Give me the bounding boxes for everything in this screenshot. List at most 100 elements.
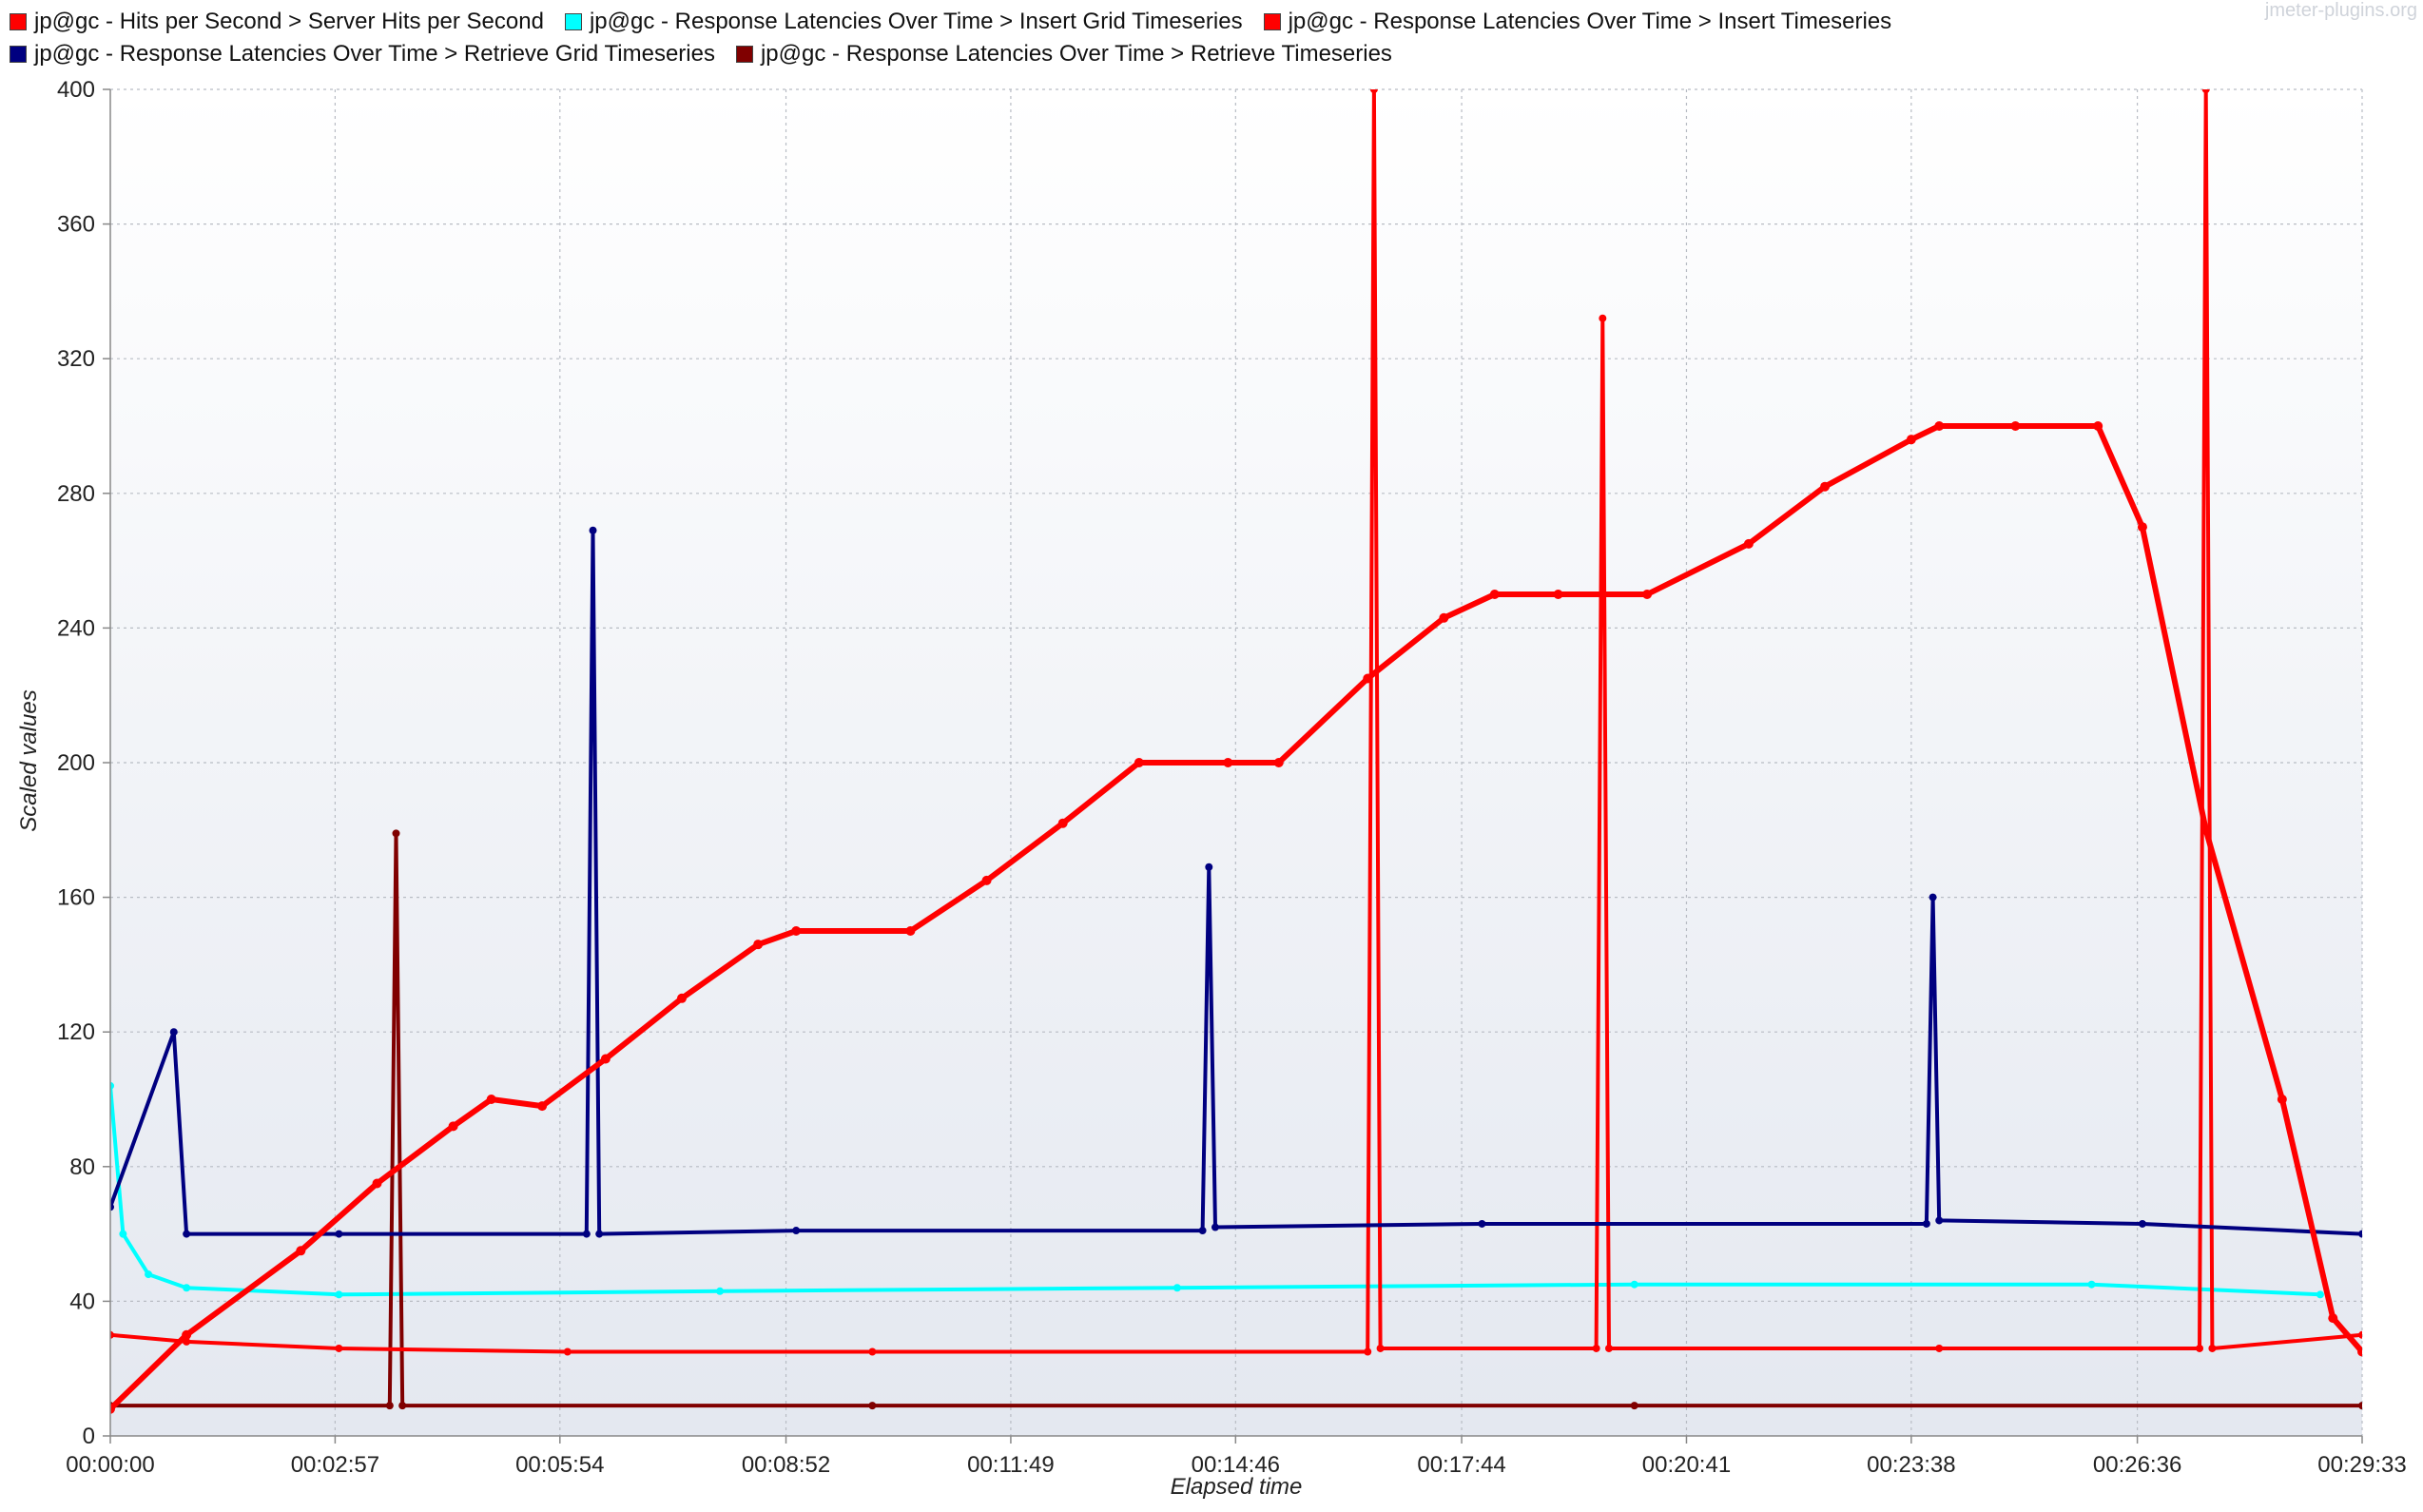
y-tick-label: 40 bbox=[69, 1289, 95, 1314]
series-line bbox=[110, 89, 2362, 1354]
legend-label: jp@gc - Response Latencies Over Time > R… bbox=[760, 41, 1392, 67]
x-tick-label: 00:29:33 bbox=[2317, 1452, 2406, 1478]
legend-label: jp@gc - Response Latencies Over Time > I… bbox=[1288, 9, 1892, 34]
data-point bbox=[2358, 1230, 2362, 1238]
x-tick-label: 00:11:49 bbox=[967, 1452, 1055, 1478]
legend-row-2: jp@gc - Response Latencies Over Time > R… bbox=[10, 38, 2387, 70]
data-point bbox=[600, 1054, 611, 1064]
data-point bbox=[448, 1121, 458, 1132]
legend-item: jp@gc - Response Latencies Over Time > I… bbox=[1263, 9, 1892, 35]
data-point bbox=[563, 1347, 572, 1356]
legend-row-1: jp@gc - Hits per Second > Server Hits pe… bbox=[10, 6, 2387, 38]
data-point bbox=[2087, 1280, 2096, 1289]
data-point bbox=[981, 875, 992, 885]
data-point bbox=[1273, 758, 1284, 767]
data-point bbox=[792, 1227, 801, 1235]
data-point bbox=[398, 1402, 407, 1410]
y-tick-label: 160 bbox=[57, 885, 95, 911]
data-point bbox=[595, 1230, 604, 1238]
data-point bbox=[2316, 1290, 2324, 1299]
legend-swatch bbox=[564, 13, 582, 30]
data-point bbox=[110, 1404, 115, 1414]
data-point bbox=[2200, 824, 2211, 835]
data-point bbox=[1630, 1280, 1638, 1289]
data-point bbox=[183, 1230, 191, 1238]
legend-swatch bbox=[10, 13, 27, 30]
x-axis-title: Elapsed time bbox=[1171, 1474, 1303, 1500]
data-point bbox=[868, 1347, 877, 1356]
data-point bbox=[335, 1230, 343, 1238]
legend-swatch bbox=[10, 46, 27, 63]
data-point bbox=[486, 1095, 496, 1104]
legend-label: jp@gc - Hits per Second > Server Hits pe… bbox=[34, 9, 544, 34]
x-tick-label: 00:00:00 bbox=[66, 1452, 154, 1478]
data-point bbox=[2137, 522, 2147, 533]
data-point bbox=[582, 1230, 591, 1238]
x-tick-label: 00:02:57 bbox=[291, 1452, 379, 1478]
data-point bbox=[110, 1081, 114, 1090]
data-point bbox=[1173, 1284, 1181, 1292]
series-line bbox=[110, 1083, 2322, 1297]
data-point bbox=[1478, 1219, 1486, 1228]
x-tick-label: 00:17:44 bbox=[1417, 1452, 1505, 1478]
data-point bbox=[1922, 1219, 1930, 1228]
data-point bbox=[716, 1287, 725, 1295]
y-tick-label: 80 bbox=[69, 1154, 95, 1180]
data-point bbox=[1599, 314, 1607, 322]
data-point bbox=[905, 926, 916, 936]
data-point bbox=[1630, 1402, 1638, 1410]
legend-label: jp@gc - Response Latencies Over Time > R… bbox=[34, 41, 715, 67]
data-point bbox=[296, 1246, 306, 1256]
data-point bbox=[2010, 421, 2021, 431]
y-tick-label: 320 bbox=[57, 346, 95, 372]
y-tick-label: 400 bbox=[57, 77, 95, 103]
x-tick-label: 00:14:46 bbox=[1192, 1452, 1280, 1478]
x-tick-label: 00:26:36 bbox=[2093, 1452, 2181, 1478]
data-point bbox=[335, 1344, 343, 1352]
data-point bbox=[537, 1101, 548, 1112]
legend-item: jp@gc - Response Latencies Over Time > I… bbox=[564, 9, 1243, 35]
data-point bbox=[2358, 1402, 2362, 1410]
data-point bbox=[2093, 421, 2103, 431]
watermark: jmeter-plugins.org bbox=[2264, 0, 2417, 21]
tick-labels: 0 40 80 120 160 200 240 280 320 360 400 00:00:00 00:… bbox=[57, 77, 2407, 1478]
legend: jp@gc - Hits per Second > Server Hits pe… bbox=[10, 6, 2387, 70]
data-point bbox=[868, 1402, 877, 1410]
legend-item: jp@gc - Hits per Second > Server Hits pe… bbox=[10, 9, 544, 35]
y-tick-label: 120 bbox=[57, 1019, 95, 1045]
x-tick-label: 00:08:52 bbox=[742, 1452, 830, 1478]
data-point bbox=[1935, 1216, 1944, 1225]
data-point bbox=[385, 1402, 394, 1410]
y-tick-label: 240 bbox=[57, 615, 95, 641]
data-point bbox=[335, 1290, 343, 1299]
data-point bbox=[1743, 538, 1754, 549]
data-point bbox=[589, 526, 597, 534]
data-point bbox=[2208, 1344, 2217, 1352]
legend-item: jp@gc - Response Latencies Over Time > R… bbox=[10, 41, 715, 68]
y-tick-label: 0 bbox=[83, 1424, 95, 1449]
data-point bbox=[1223, 758, 1233, 767]
data-point bbox=[1211, 1223, 1219, 1231]
data-point bbox=[2196, 1344, 2204, 1352]
x-tick-label: 00:20:41 bbox=[1642, 1452, 1731, 1478]
data-point bbox=[677, 993, 688, 1003]
series-layer bbox=[110, 89, 2362, 1414]
data-point bbox=[392, 829, 400, 838]
data-point bbox=[1820, 481, 1831, 492]
y-tick-label: 200 bbox=[57, 750, 95, 776]
data-point bbox=[1929, 893, 1937, 901]
data-point bbox=[1489, 590, 1500, 599]
data-point bbox=[1553, 590, 1563, 599]
y-tick-label: 360 bbox=[57, 212, 95, 238]
data-point bbox=[145, 1270, 153, 1279]
data-point bbox=[1592, 1344, 1600, 1352]
data-point bbox=[1369, 89, 1378, 93]
data-point bbox=[1906, 435, 1916, 445]
y-tick-label: 280 bbox=[57, 481, 95, 507]
data-point bbox=[110, 1330, 114, 1339]
data-point bbox=[1376, 1344, 1385, 1352]
data-point bbox=[2328, 1313, 2338, 1324]
x-tick-label: 00:05:54 bbox=[515, 1452, 604, 1478]
x-tick-label: 00:23:38 bbox=[1867, 1452, 1955, 1478]
